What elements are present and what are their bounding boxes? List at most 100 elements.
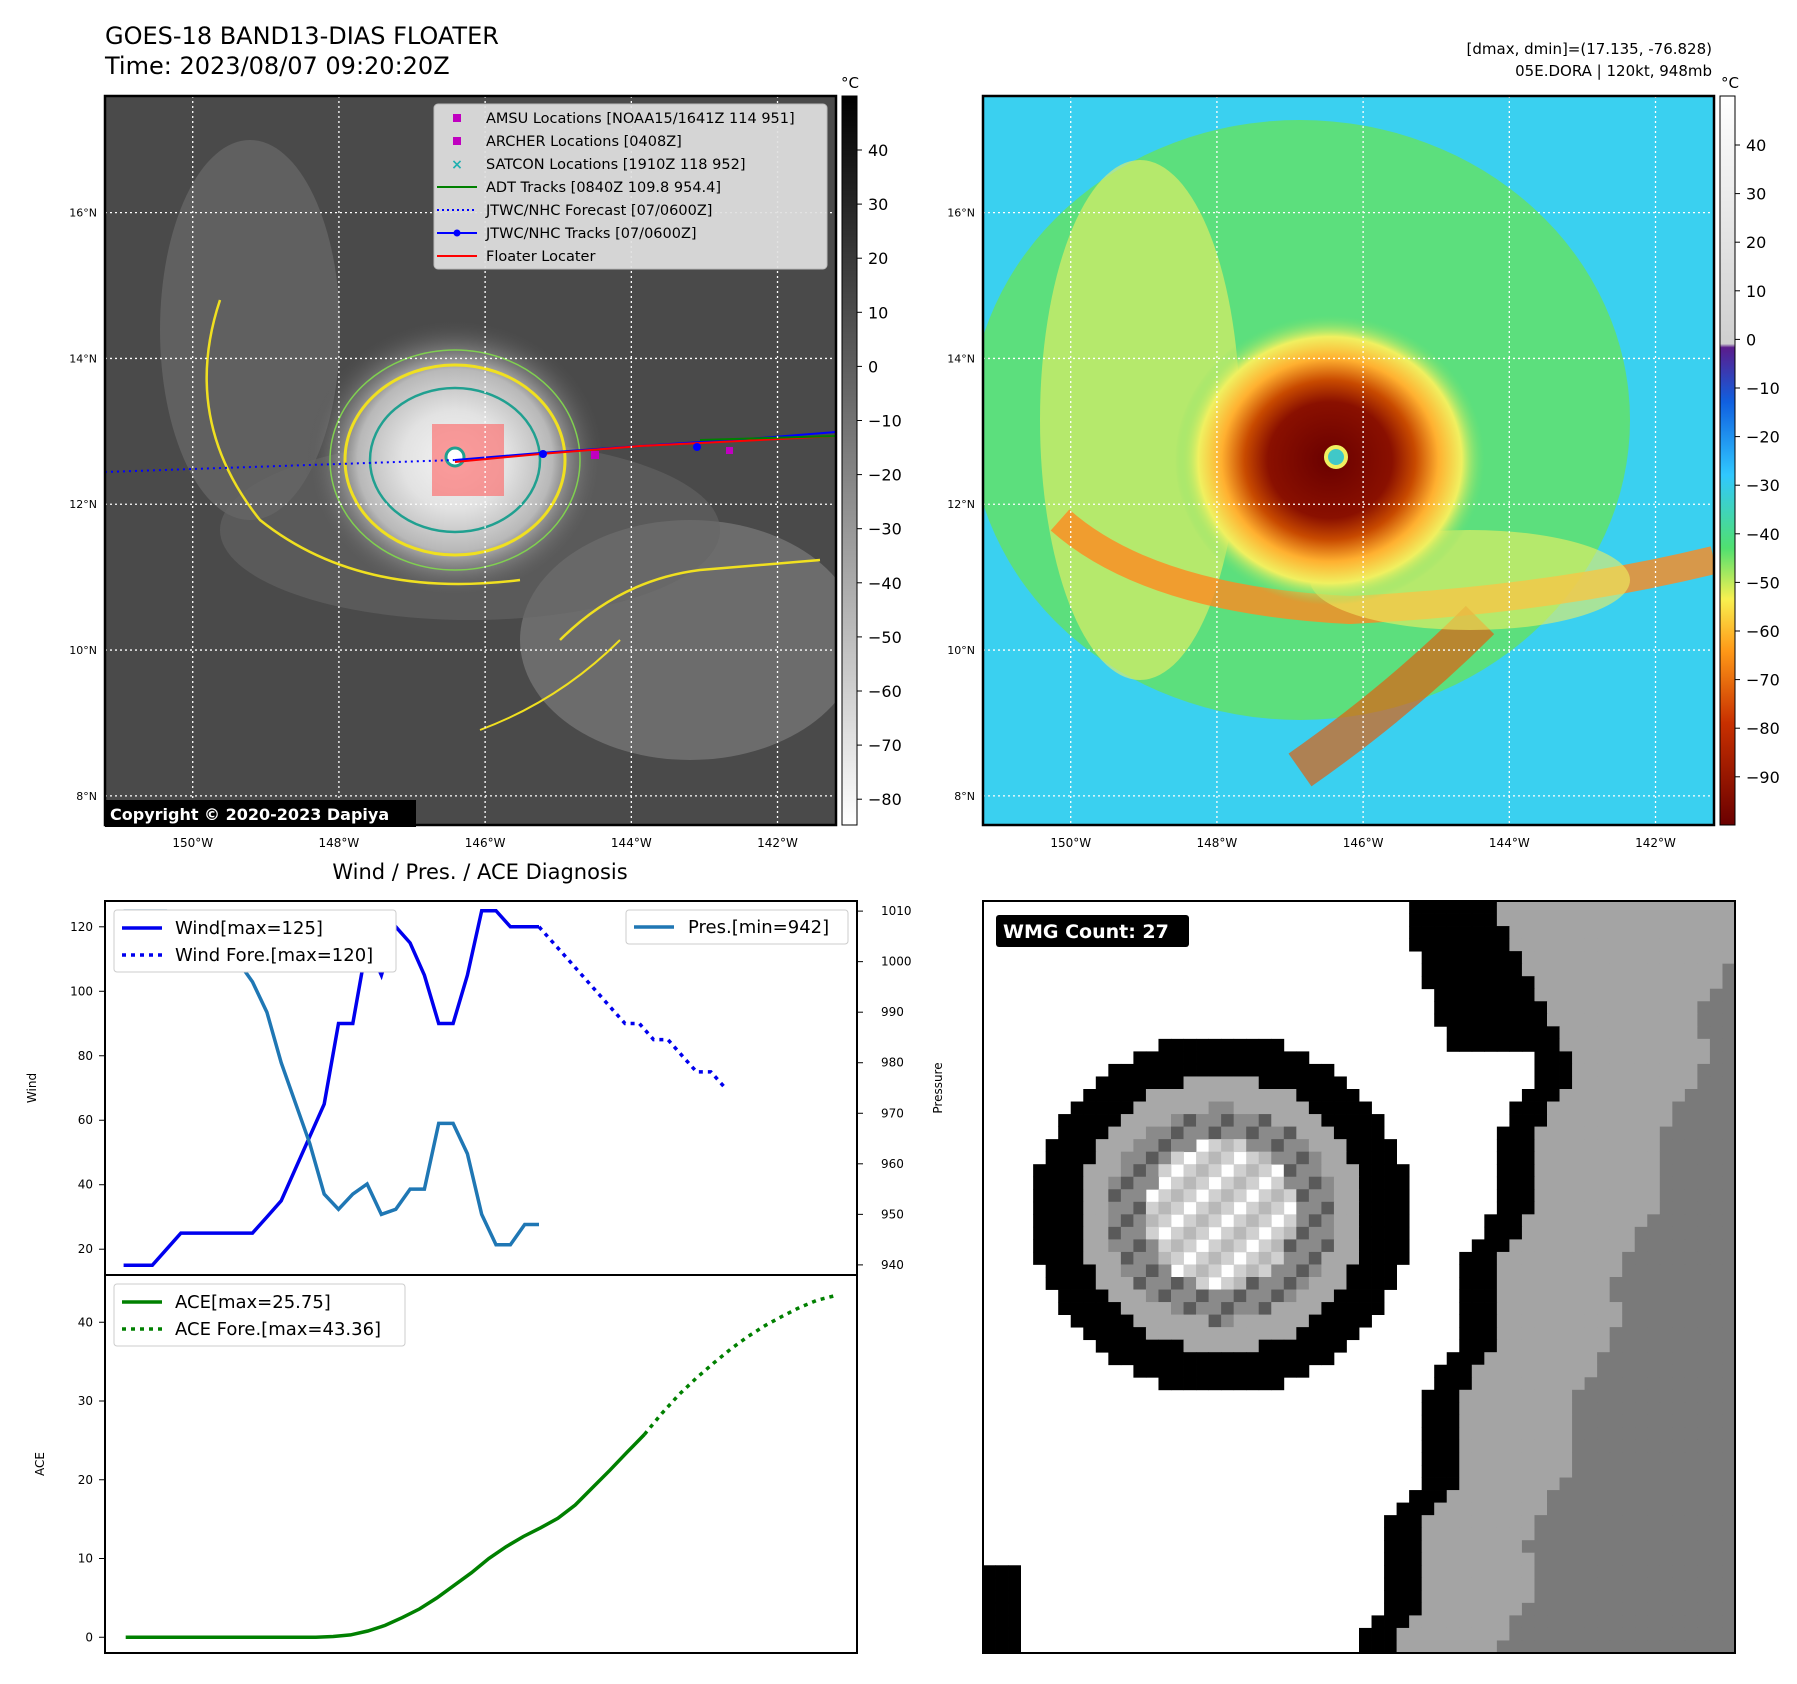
map-grid-b bbox=[983, 96, 1714, 825]
figure-time: Time: 2023/08/07 09:20:20Z bbox=[104, 52, 450, 80]
wind-legend-label: Wind Fore.[max=120] bbox=[175, 945, 373, 966]
lat-tick-label-b: 8°N bbox=[954, 790, 975, 803]
gray-colorbar: °C 40 30 20 10 0 −10 −20 −30 −40 −50 −60 −70 −80 bbox=[841, 74, 902, 826]
wind-pressure-chart: 20 40 60 80 100 120 940 950 960 970 980 990 1000 1010… bbox=[70, 904, 911, 1272]
ir-grayscale-panel: AMSU Locations [NOAA15/1641Z 114 951] ARC… bbox=[69, 94, 838, 850]
colorbar-tick-label: −60 bbox=[868, 682, 902, 701]
legend-marker: × bbox=[451, 157, 463, 173]
map-axes-a: 150°W 148°W 146°W 144°W 142°W 8°N 10°N 12°N 14°N… bbox=[69, 207, 798, 850]
lon-tick-label-a: 150°W bbox=[172, 836, 213, 850]
ace-axis-label: ACE bbox=[33, 1452, 47, 1476]
colorbar-tick-label: −50 bbox=[868, 628, 902, 647]
ace-tick-label: 10 bbox=[78, 1552, 93, 1566]
diagnosis-title: Wind / Pres. / ACE Diagnosis bbox=[332, 860, 627, 884]
colorbar-tick-label: 40 bbox=[1746, 136, 1766, 155]
pressure-tick-label: 940 bbox=[881, 1258, 904, 1272]
series-line-0 bbox=[123, 908, 539, 1268]
forecast-track-line bbox=[105, 459, 456, 473]
pres-legend-label: Pres.[min=942] bbox=[688, 917, 829, 938]
pressure-tick-label: 1010 bbox=[881, 904, 912, 918]
wmg-count-label: WMG Count: 27 bbox=[1003, 921, 1169, 943]
colorbar-tick-label: −40 bbox=[868, 574, 902, 593]
ace-legend-label: ACE Fore.[max=43.36] bbox=[175, 1319, 381, 1340]
lat-tick-label-a: 14°N bbox=[69, 352, 97, 365]
wind-tick-label: 80 bbox=[78, 1049, 93, 1063]
colorbar-tick-label: −30 bbox=[868, 520, 902, 539]
colorbar-tick-label: −80 bbox=[868, 790, 902, 809]
wmg-pixel-field bbox=[983, 901, 1736, 1654]
wind-axis-label: Wind bbox=[25, 1073, 39, 1103]
colorbar-tick-label: −60 bbox=[1746, 622, 1780, 641]
colorbar-tick-label: −80 bbox=[1746, 719, 1780, 738]
colorbar-tick-label: −20 bbox=[1746, 428, 1780, 447]
colorbar-tick-label: −30 bbox=[1746, 476, 1780, 495]
legend-label: JTWC/NHC Forecast [07/0600Z] bbox=[485, 203, 712, 219]
legend-marker bbox=[453, 137, 461, 145]
lat-tick-label-a: 12°N bbox=[69, 498, 97, 511]
legend-box bbox=[433, 103, 828, 270]
pres-legend-box bbox=[625, 909, 849, 945]
pressure-tick-label: 980 bbox=[881, 1056, 904, 1070]
colorbar-tick-label: −70 bbox=[868, 736, 902, 755]
colorbar-tick-label: 0 bbox=[1746, 330, 1756, 349]
ace-legend-box bbox=[113, 1283, 406, 1347]
wind-tick-label: 20 bbox=[78, 1242, 93, 1256]
ace-tick-label: 0 bbox=[85, 1630, 93, 1644]
archer-marker bbox=[726, 447, 733, 454]
ace-tick-label: 30 bbox=[78, 1394, 93, 1408]
wind-tick-label: 120 bbox=[70, 920, 93, 934]
legend-label: ARCHER Locations [0408Z] bbox=[486, 134, 682, 150]
colorbar-tick-label: −20 bbox=[868, 466, 902, 485]
legend-label: SATCON Locations [1910Z 118 952] bbox=[486, 157, 745, 173]
lat-tick-label-a: 8°N bbox=[76, 790, 97, 803]
color-colorbar: °C 40 30 20 10 0 −10 −20 −30 −40 −50 −60 −70 −80 −90 bbox=[1719, 74, 1780, 826]
ace-series-line-0 bbox=[125, 1433, 646, 1640]
storm-info-label: 05E.DORA | 120kt, 948mb bbox=[1515, 62, 1712, 80]
lon-tick-label-b: 150°W bbox=[1050, 836, 1091, 850]
colorbar-tick-label: 30 bbox=[868, 195, 888, 214]
wind-legend-box bbox=[113, 909, 397, 973]
figure-title: GOES-18 BAND13-DIAS FLOATER bbox=[105, 22, 499, 50]
ir-color-panel: 150°W 148°W 146°W 144°W 142°W 8°N 10°N 12°N 14°N… bbox=[947, 94, 1716, 850]
colorbar-tick-label: −10 bbox=[1746, 379, 1780, 398]
lat-tick-label-b: 12°N bbox=[947, 498, 975, 511]
pressure-tick-label: 960 bbox=[881, 1157, 904, 1171]
copyright-box bbox=[105, 800, 416, 827]
colorbar-tick-label: 10 bbox=[1746, 282, 1766, 301]
wind-legend-label: Wind[max=125] bbox=[175, 918, 323, 939]
floater-track-line bbox=[454, 435, 836, 463]
wmg-panel: WMG Count: 27 bbox=[982, 900, 1736, 1654]
colorbar-tick-label: −10 bbox=[868, 412, 902, 431]
colorbar-tick-label: 10 bbox=[868, 303, 888, 322]
colorbar-tick-label: −50 bbox=[1746, 573, 1780, 592]
ace-series-line-1 bbox=[643, 1294, 835, 1436]
legend-marker bbox=[453, 114, 461, 122]
wind-tick-label: 60 bbox=[78, 1113, 93, 1127]
lon-tick-label-a: 144°W bbox=[611, 836, 652, 850]
color-colorbar-unit: °C bbox=[1721, 74, 1739, 92]
lon-tick-label-a: 148°W bbox=[319, 836, 360, 850]
legend-label: Floater Locater bbox=[486, 249, 595, 265]
lat-tick-label-b: 14°N bbox=[947, 352, 975, 365]
lat-tick-label-a: 10°N bbox=[69, 644, 97, 657]
wind-tick-label: 100 bbox=[70, 984, 93, 998]
colorbar-tick-label: −40 bbox=[1746, 525, 1780, 544]
copyright-text: Copyright © 2020-2023 Dapiya bbox=[110, 805, 389, 824]
colorbar-tick-label: 30 bbox=[1746, 185, 1766, 204]
colorbar-tick-label: 20 bbox=[868, 249, 888, 268]
pressure-tick-label: 970 bbox=[881, 1106, 904, 1120]
lat-tick-label-b: 16°N bbox=[947, 207, 975, 220]
ace-tick-label: 20 bbox=[78, 1473, 93, 1487]
ace-chart: 0 10 20 30 40 ACE[max=25.75] ACE Fore.[max=43.… bbox=[78, 1283, 835, 1644]
ace-legend-label: ACE[max=25.75] bbox=[175, 1292, 331, 1313]
colorbar-tick-label: 0 bbox=[868, 357, 878, 376]
dmax-dmin-label: [dmax, dmin]=(17.135, -76.828) bbox=[1467, 40, 1712, 58]
ace-tick-label: 40 bbox=[78, 1315, 93, 1329]
pressure-tick-label: 950 bbox=[881, 1207, 904, 1221]
adt-track-line bbox=[699, 435, 836, 441]
lat-tick-label-a: 16°N bbox=[69, 207, 97, 220]
lon-tick-label-b: 148°W bbox=[1197, 836, 1238, 850]
lon-tick-label-b: 146°W bbox=[1343, 836, 1384, 850]
legend-label: ADT Tracks [0840Z 109.8 954.4] bbox=[486, 180, 721, 196]
